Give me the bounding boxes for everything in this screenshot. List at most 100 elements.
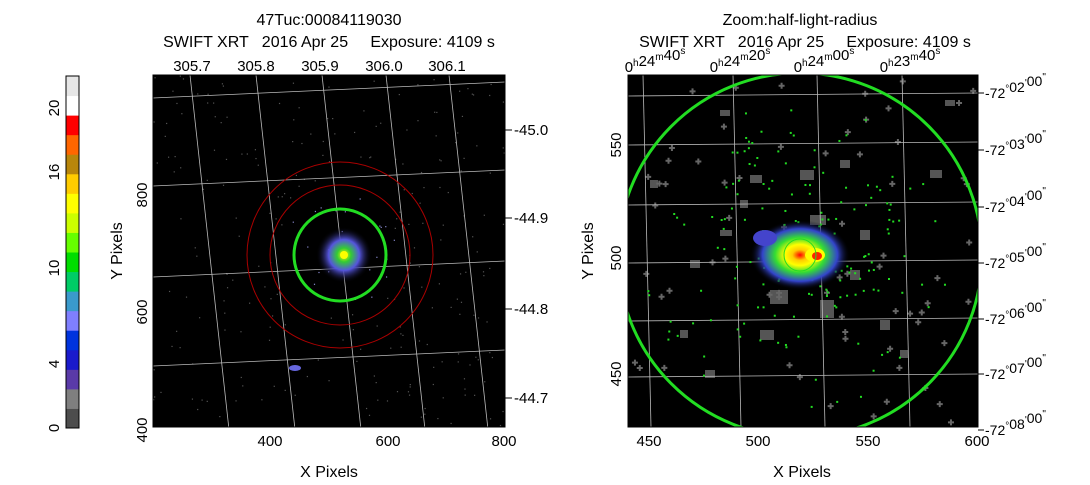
- green-dot: [759, 339, 762, 342]
- gray-pixel-block: [650, 180, 658, 188]
- noise-pixel: [424, 407, 426, 410]
- noise-pixel: [351, 314, 354, 316]
- gray-pixel-cross: [883, 398, 890, 405]
- gray-pixel-cross: [838, 313, 845, 320]
- noise-pixel: [373, 375, 375, 377]
- green-dot: [700, 289, 703, 292]
- noise-pixel: [420, 416, 422, 418]
- noise-pixel: [377, 399, 379, 401]
- noise-pixel: [332, 118, 334, 120]
- noise-pixel: [418, 340, 421, 342]
- right-top-ticks: 0h24m40s 0h24m20s 0h24m00s 0h23m40s: [625, 46, 941, 76]
- noise-pixel: [226, 287, 229, 289]
- grid-line: [628, 201, 978, 206]
- gray-pixel-cross: [796, 374, 803, 381]
- green-dot: [898, 356, 901, 359]
- gray-pixel-cross: [892, 308, 899, 315]
- gray-pixel-cross: [844, 270, 851, 277]
- green-dot: [790, 109, 793, 112]
- noise-pixel: [153, 121, 155, 123]
- grid-line: [189, 75, 230, 427]
- noise-pixel: [224, 312, 226, 314]
- green-dot: [864, 204, 867, 207]
- left-source-peak: [340, 251, 348, 259]
- noise-pixel: [472, 94, 475, 96]
- green-dot: [785, 346, 788, 349]
- green-dot: [850, 267, 853, 270]
- tick-label: 600: [134, 299, 151, 324]
- noise-pixel: [442, 397, 444, 399]
- noise-pixel: [327, 117, 329, 120]
- noise-pixel: [399, 211, 401, 213]
- tick-label: 0h24m00s: [794, 46, 855, 76]
- gray-pixel-cross: [778, 82, 785, 89]
- green-dot: [743, 218, 746, 221]
- noise-pixel: [409, 384, 411, 386]
- grid-line: [385, 75, 426, 427]
- noise-pixel: [213, 149, 216, 151]
- noise-pixel: [406, 129, 408, 131]
- noise-pixel: [502, 101, 505, 103]
- green-dot: [749, 261, 752, 264]
- green-dot: [867, 184, 870, 187]
- noise-pixel: [310, 133, 312, 135]
- noise-pixel: [385, 276, 388, 278]
- noise-pixel: [328, 161, 331, 163]
- colorbar-cell: [66, 173, 79, 194]
- noise-pixel: [197, 93, 199, 95]
- green-dot: [743, 150, 746, 153]
- colorbar-cell: [66, 232, 79, 253]
- noise-pixel: [386, 400, 389, 402]
- tick-label: -72°04'00": [985, 186, 1046, 215]
- green-dot: [732, 182, 735, 185]
- noise-pixel: [380, 122, 382, 124]
- green-dot: [761, 207, 764, 210]
- noise-pixel: [226, 273, 228, 275]
- tick-label: 305.9: [301, 58, 339, 75]
- left-circle-red-inner: [269, 184, 411, 326]
- noise-pixel: [224, 329, 226, 331]
- noise-pixel: [206, 179, 208, 181]
- noise-pixel: [207, 102, 209, 104]
- noise-pixel: [433, 366, 435, 368]
- noise-pixel: [153, 399, 155, 401]
- green-dot: [762, 306, 765, 309]
- left-title: 47Tuc:00084119030: [256, 12, 401, 29]
- gray-pixel-cross: [656, 180, 663, 187]
- gray-pixel-cross: [726, 214, 733, 221]
- tick-label: 450: [608, 361, 625, 386]
- noise-pixel: [191, 398, 194, 400]
- green-dot: [736, 304, 739, 307]
- gray-pixel-cross: [956, 100, 963, 107]
- right-x-axis-label: X Pixels: [773, 464, 831, 481]
- gray-pixel-cross: [668, 145, 675, 152]
- green-dot: [768, 187, 771, 190]
- tick-label: -72°08'00": [985, 409, 1046, 438]
- noise-pixel: [257, 164, 259, 166]
- noise-pixel: [473, 314, 475, 316]
- noise-pixel: [281, 224, 283, 226]
- left-y-ticks: 400 600 800: [134, 182, 151, 442]
- noise-pixel: [352, 329, 354, 331]
- gray-pixel-cross: [777, 143, 784, 150]
- left-circle-green: [292, 207, 388, 303]
- noise-pixel: [240, 331, 242, 333]
- tick-label: 400: [134, 417, 151, 442]
- noise-pixel: [503, 152, 505, 154]
- noise-pixel: [219, 415, 221, 418]
- gray-pixel-cross: [652, 202, 659, 209]
- noise-pixel: [419, 202, 421, 204]
- noise-pixel: [393, 239, 395, 241]
- gray-pixel-cross: [885, 105, 892, 112]
- noise-pixel: [489, 94, 491, 97]
- green-dot: [725, 186, 728, 189]
- gray-pixel-cross: [695, 158, 702, 165]
- noise-pixel: [438, 283, 440, 285]
- gray-pixel-cross: [658, 293, 665, 300]
- noise-pixel: [402, 334, 404, 337]
- green-dot: [647, 290, 650, 293]
- noise-pixel: [226, 116, 228, 118]
- noise-pixel: [268, 339, 271, 341]
- green-dot: [753, 164, 756, 167]
- gray-pixel-cross: [643, 270, 650, 277]
